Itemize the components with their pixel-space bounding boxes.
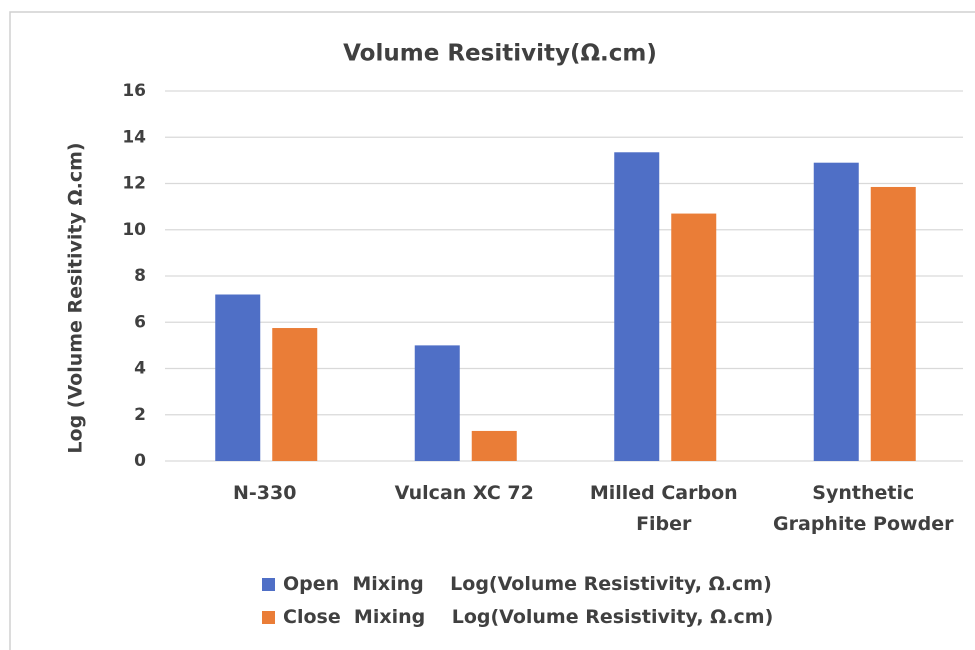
bar <box>671 213 717 461</box>
legend-swatch <box>262 578 275 591</box>
y-tick-label: 14 <box>122 127 146 147</box>
bar <box>272 328 318 461</box>
y-tick-label: 6 <box>134 312 146 332</box>
y-tick-label: 8 <box>134 266 146 286</box>
y-tick-label: 2 <box>134 405 146 425</box>
legend-swatch <box>262 611 275 624</box>
y-axis-label: Log (Volume Resitivity Ω.cm) <box>65 142 87 453</box>
x-tick-label: Vulcan XC 72 <box>394 482 534 504</box>
bar <box>471 430 517 461</box>
y-tick-label: 12 <box>122 174 146 194</box>
x-tick-label: Synthetic Graphite Powder <box>773 482 954 535</box>
bar <box>215 294 261 461</box>
y-tick-label: 10 <box>122 220 146 240</box>
y-tick-label: 0 <box>134 451 146 471</box>
bar <box>813 162 859 461</box>
y-tick-label: 4 <box>134 359 146 379</box>
bar <box>414 345 460 461</box>
bar <box>614 152 660 461</box>
x-tick-label: N-330 <box>233 482 297 504</box>
x-tick-label: Milled Carbon Fiber <box>589 482 738 535</box>
y-tick-label: 16 <box>122 81 146 101</box>
bar <box>870 186 916 461</box>
chart-border <box>9 11 975 650</box>
legend-label: Open Mixing Log(Volume Resistivity, Ω.cm… <box>283 573 772 595</box>
chart-title: Volume Resitivity(Ω.cm) <box>343 41 657 67</box>
legend-label: Close Mixing Log(Volume Resistivity, Ω.c… <box>283 606 774 628</box>
